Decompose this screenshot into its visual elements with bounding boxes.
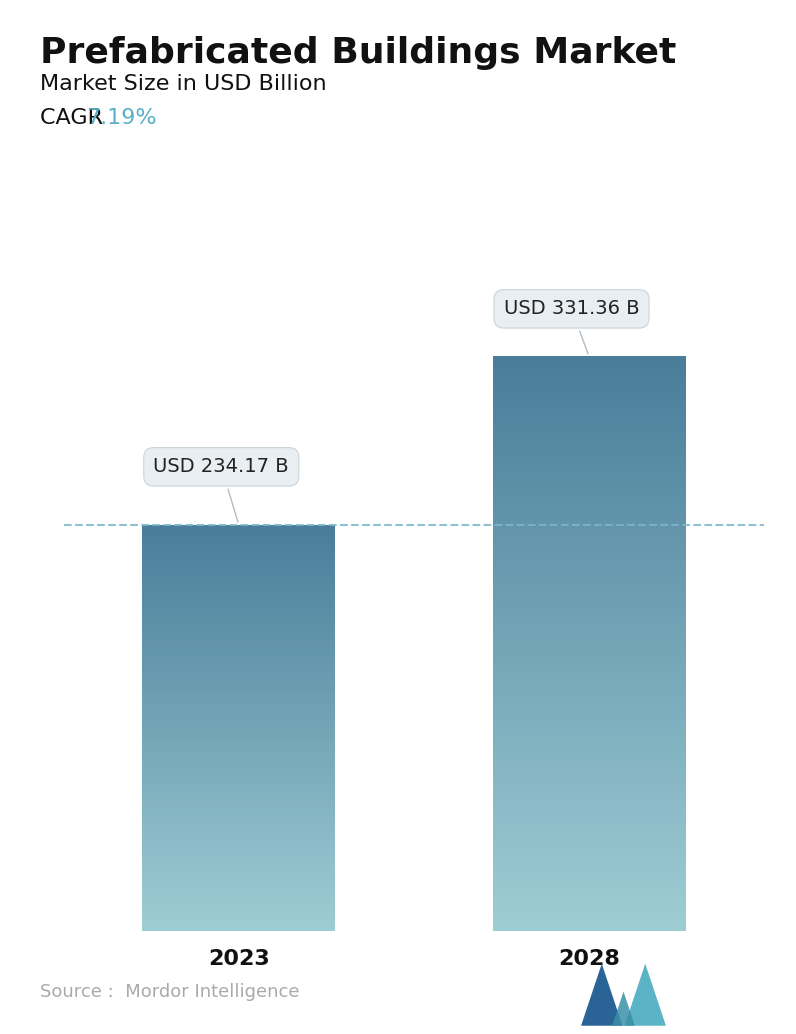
Text: 7.19%: 7.19% (86, 108, 157, 127)
Text: Market Size in USD Billion: Market Size in USD Billion (40, 74, 326, 94)
Text: USD 234.17 B: USD 234.17 B (154, 457, 289, 522)
Text: CAGR: CAGR (40, 108, 110, 127)
Polygon shape (625, 964, 666, 1026)
Text: Source :  Mordor Intelligence: Source : Mordor Intelligence (40, 983, 299, 1001)
Polygon shape (581, 964, 622, 1026)
Polygon shape (612, 992, 635, 1026)
Text: Prefabricated Buildings Market: Prefabricated Buildings Market (40, 36, 676, 70)
Text: USD 331.36 B: USD 331.36 B (504, 300, 639, 354)
